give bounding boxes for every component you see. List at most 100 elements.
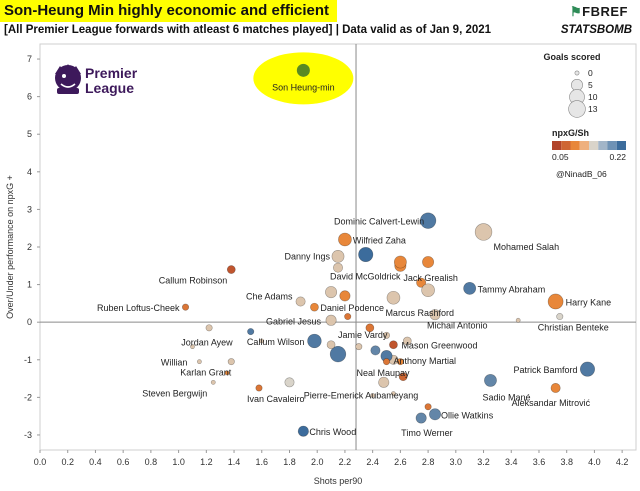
reference-lines (40, 44, 636, 450)
x-tick-label: 2.6 (394, 457, 407, 467)
point-label: Michail Antonio (427, 321, 488, 331)
data-point (358, 247, 374, 263)
x-tick-label: 3.8 (560, 457, 573, 467)
color-legend-swatch (561, 141, 571, 150)
data-point (422, 256, 435, 269)
data-point (295, 296, 306, 307)
point-label: Callum Robinson (159, 276, 228, 286)
data-point (416, 277, 427, 288)
x-axis-title: Shots per90 (314, 476, 363, 486)
data-point (429, 408, 441, 421)
point-label: Callum Wilson (247, 337, 305, 347)
data-point (197, 359, 202, 365)
x-tick-label: 0.6 (117, 457, 130, 467)
x-tick-label: 1.4 (228, 457, 241, 467)
data-point (227, 358, 235, 366)
x-tick-label: 1.2 (200, 457, 213, 467)
data-point (326, 340, 336, 350)
data-point (259, 338, 265, 344)
data-point (398, 372, 408, 382)
point-label: Wilfried Zaha (353, 235, 406, 245)
point-label: Mohamed Salah (494, 242, 560, 252)
x-tick-label: 1.6 (256, 457, 269, 467)
data-point (484, 374, 497, 387)
logo-line-2: League (85, 80, 134, 96)
chart-subtitle: [All Premier League forwards with atleas… (4, 24, 492, 36)
data-point (329, 346, 347, 363)
point-label: Ruben Loftus-Cheek (97, 303, 180, 313)
x-tick-label: 2.8 (422, 457, 435, 467)
data-point (386, 290, 401, 305)
y-tick-label: -1 (24, 355, 32, 365)
data-point (515, 317, 521, 323)
data-point (325, 286, 338, 299)
data-point (393, 255, 407, 269)
x-tick-label: 1.8 (283, 457, 296, 467)
color-legend-min: 0.05 (552, 152, 569, 162)
data-point (378, 376, 390, 388)
data-point (297, 425, 309, 437)
point-label: Jack Grealish (403, 273, 458, 283)
point-label: Mason Greenwood (401, 341, 477, 351)
size-legend-title: Goals scored (543, 52, 600, 62)
data-point (370, 393, 376, 398)
lion-crest-icon (55, 64, 81, 94)
logo-line-1: Premier (85, 65, 138, 81)
data-point (396, 358, 404, 366)
y-tick-label: 3 (27, 204, 32, 214)
x-tick-label: 3.0 (450, 457, 463, 467)
point-label: Harry Kane (566, 298, 612, 308)
data-point (370, 345, 381, 356)
data-point (579, 361, 595, 377)
point-label: Aleksandar Mitrović (512, 398, 591, 408)
data-point (333, 262, 343, 273)
point-label: Neal Maupay (357, 368, 411, 378)
color-legend: npxG/Sh 0.05 0.22 @NinadB_06 (552, 128, 626, 179)
point-label: Timo Werner (401, 428, 453, 438)
point-label: Christian Benteke (538, 323, 609, 333)
credit: @NinadB_06 (556, 169, 607, 179)
y-axis-title: Over/Under performance on npxG + (5, 175, 15, 319)
x-tick-label: 2.4 (366, 457, 379, 467)
fbref-flag-icon: ⚑ (570, 4, 583, 19)
color-legend-max: 0.22 (609, 152, 626, 162)
premier-league-logo: Premier League (55, 64, 138, 96)
color-legend-swatch (607, 141, 617, 150)
data-point (226, 265, 236, 274)
highlight-layer (253, 52, 354, 105)
point-label: Pierre-Emerick Aubameyang (304, 390, 419, 400)
point-label: Danny Ings (284, 251, 330, 261)
data-points (182, 63, 595, 437)
data-point (419, 212, 437, 229)
data-point (389, 340, 398, 350)
point-label: Ollie Watkins (441, 410, 494, 420)
data-point (182, 303, 190, 311)
data-point (402, 336, 412, 346)
point-label: Son Heung-min (272, 82, 335, 92)
x-tick-label: 4.0 (588, 457, 601, 467)
chart-axes: 0.0 0.2 0.4 0.6 0.8 1.0 1.2 1.4 1.6 1.8 2.0 2.2 2.4 2… (5, 43, 637, 486)
y-tick-label: 5 (27, 129, 32, 139)
color-legend-swatch (579, 141, 589, 150)
data-point (307, 333, 322, 349)
data-point (463, 281, 477, 295)
x-tick-label: 0.8 (145, 457, 158, 467)
color-legend-swatch (589, 141, 599, 150)
data-point (383, 331, 391, 339)
data-point (556, 313, 564, 321)
size-legend-marker (574, 70, 580, 76)
point-label: Chris Wood (309, 427, 356, 437)
fbref-prefix: FB (582, 4, 601, 19)
x-tick-label: 3.4 (505, 457, 518, 467)
point-label: Sadio Mané (482, 392, 530, 402)
data-point (429, 309, 441, 321)
data-point (247, 328, 255, 336)
x-tick-label: 0.4 (89, 457, 102, 467)
data-point (365, 323, 375, 333)
y-tick-label: -3 (24, 430, 32, 440)
x-tick-label: 2.0 (311, 457, 324, 467)
data-point (391, 391, 396, 397)
x-tick-label: 2.2 (339, 457, 352, 467)
point-label: Karlan Grant (180, 368, 232, 378)
